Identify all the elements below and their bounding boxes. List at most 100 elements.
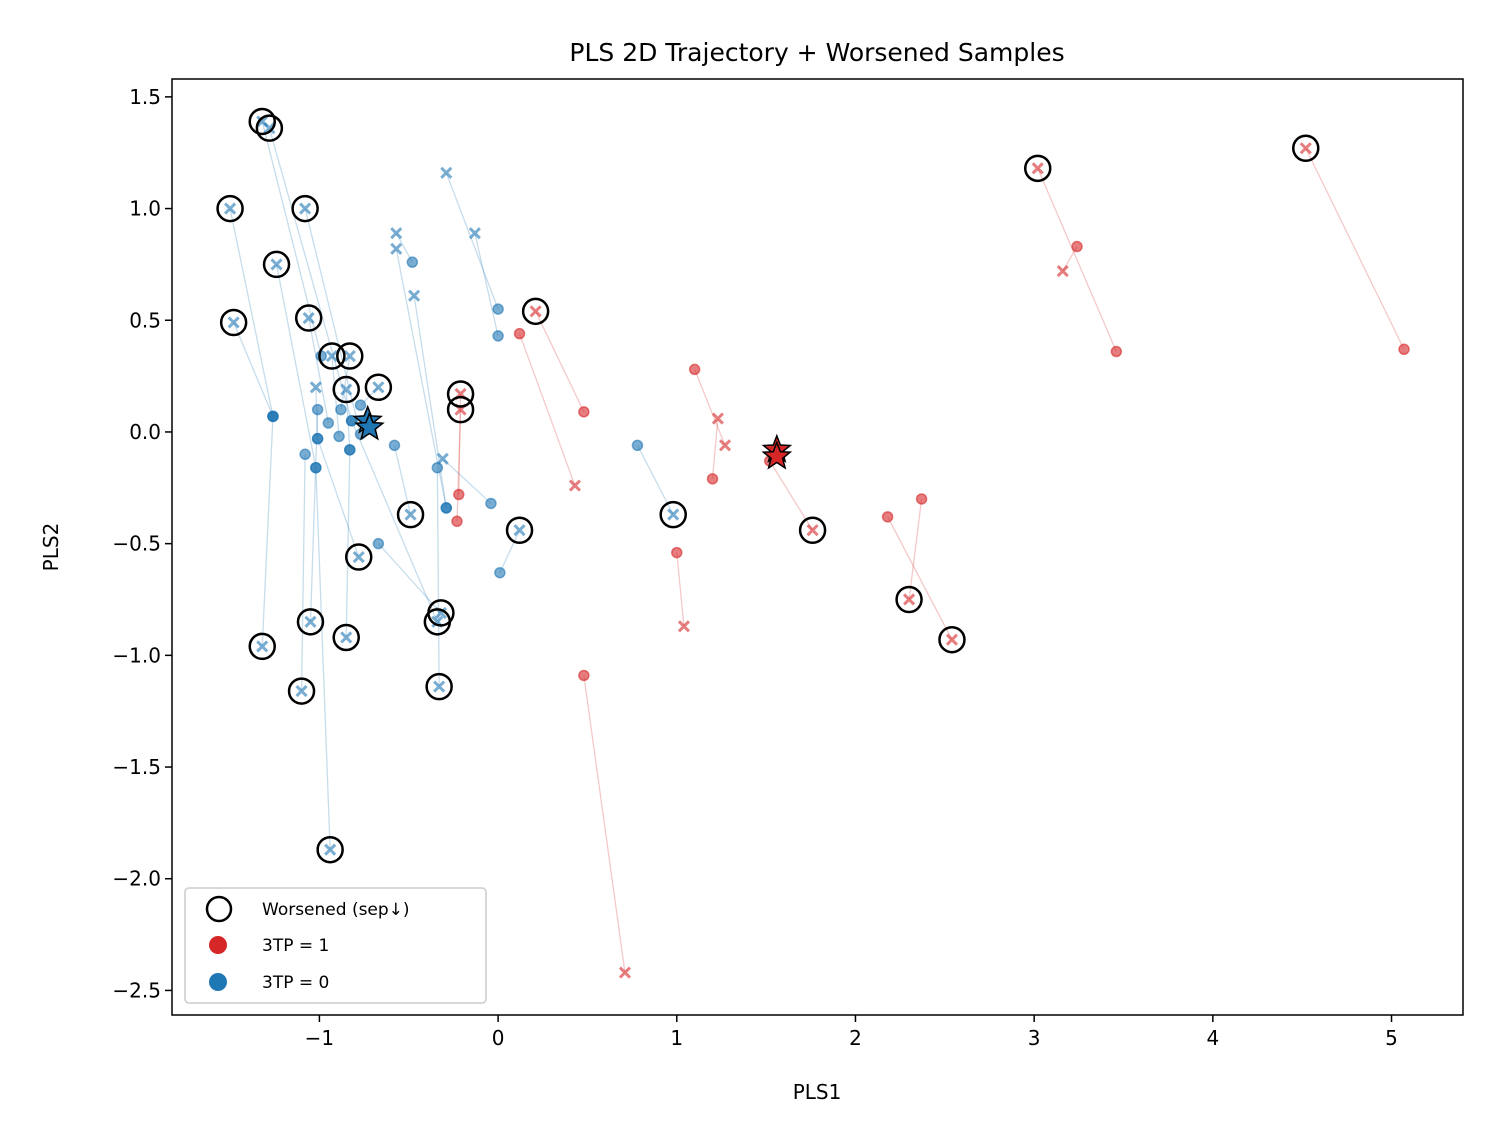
end-point-3tp0: [270, 258, 283, 271]
trajectory-line-3tp0: [229, 208, 274, 417]
y-tick-label: 1.5: [129, 85, 161, 109]
trajectory-line-3tp1: [456, 409, 462, 522]
start-point-3tp1: [1398, 343, 1410, 356]
trajectory-line-3tp0: [261, 416, 274, 647]
x-tick-label: 3: [1028, 1026, 1041, 1050]
trajectory-line-3tp0: [315, 467, 331, 850]
legend-3tp1-marker: [209, 936, 227, 954]
trajectory-line-3tp0: [268, 127, 353, 421]
start-point-3tp0: [335, 403, 347, 416]
worsened-ring: [248, 107, 276, 136]
worsened-ring: [255, 114, 284, 142]
end-point-3tp0: [295, 685, 308, 698]
start-point-3tp0: [494, 566, 506, 579]
start-point-3tp0: [311, 432, 324, 445]
worsened-ring: [219, 308, 248, 337]
end-point-3tp1: [1031, 162, 1044, 175]
y-tick-label: 0.5: [129, 308, 161, 332]
x-tick-label: −1: [305, 1026, 334, 1050]
worsened-ring: [396, 500, 425, 529]
y-tick-label: −0.5: [112, 532, 161, 556]
end-point-3tp0: [299, 202, 312, 215]
end-point-3tp0: [352, 550, 365, 564]
trajectory-line-3tp0: [377, 543, 442, 614]
end-point-3tp0: [408, 289, 421, 302]
trajectory-lines: [229, 121, 1405, 973]
worsened-ring: [344, 543, 373, 571]
trajectory-line-3tp0: [309, 409, 319, 622]
start-point-3tp0: [310, 461, 322, 474]
start-point-3tp0: [372, 537, 385, 550]
end-point-3tp1: [618, 966, 632, 979]
trajectory-line-3tp0: [436, 467, 440, 687]
trajectory-line-3tp0: [275, 264, 317, 468]
worsened-ring: [318, 342, 346, 370]
trajectory-line-3tp1: [535, 311, 585, 413]
start-point-3tp1: [881, 511, 894, 523]
end-point-3tp0: [372, 381, 385, 394]
end-point-3tp1: [529, 305, 542, 318]
worsened-ring: [332, 623, 360, 652]
worsened-ring: [425, 672, 453, 701]
start-point-3tp0: [267, 410, 279, 423]
start-point-3tp0: [631, 439, 644, 452]
worsened-ring: [332, 375, 360, 404]
start-point-3tp0: [333, 430, 345, 443]
y-tick-label: −2.5: [112, 978, 161, 1002]
x-tick-label: 5: [1385, 1026, 1398, 1050]
mean-star-3tp1: [761, 440, 793, 470]
end-point-3tp0: [256, 640, 269, 653]
trajectory-line-3tp1: [908, 498, 923, 600]
trajectory-line-3tp0: [233, 322, 274, 417]
end-point-3tp0: [340, 383, 353, 396]
start-point-3tp0: [311, 403, 324, 416]
start-point-3tp0: [431, 461, 444, 474]
end-point-3tp0: [309, 381, 322, 394]
end-point-3tp1: [568, 479, 581, 492]
trajectory-line-3tp0: [317, 438, 360, 558]
worsened-ring: [446, 380, 475, 408]
y-tick-label: −2.0: [112, 867, 161, 891]
end-point-3tp0: [404, 508, 417, 521]
chart-title: PLS 2D Trajectory + Worsened Samples: [569, 38, 1064, 67]
legend: Worsened (sep↓) 3TP = 1 3TP = 0: [184, 887, 487, 1004]
worsened-ring: [521, 297, 550, 326]
mean-star-3tp0: [354, 411, 385, 441]
end-point-3tp1: [1056, 265, 1069, 278]
worsened-ring: [659, 500, 687, 529]
end-point-3tp0: [436, 452, 449, 465]
start-point-3tp1: [1071, 240, 1083, 253]
worsened-ring: [938, 625, 966, 654]
worsened-ring: [336, 342, 364, 370]
start-point-3tp1: [688, 363, 701, 376]
end-point-3tp0: [667, 508, 680, 521]
end-point-3tp0: [325, 349, 338, 363]
y-axis-label: PLS2: [39, 523, 63, 572]
start-point-3tp0: [485, 497, 497, 510]
trajectory-line-3tp0: [308, 317, 329, 424]
trajectory-line-3tp0: [300, 454, 306, 692]
worsened-ring: [1292, 134, 1320, 163]
start-point-3tp1: [453, 488, 465, 501]
end-point-3tp0: [304, 615, 317, 628]
trajectory-line-3tp0: [345, 449, 351, 638]
end-point-3tp0: [263, 122, 276, 135]
worsened-ring: [216, 194, 244, 223]
worsened-ring: [446, 395, 475, 424]
trajectory-line-3tp0: [499, 529, 521, 573]
axis-ticks: −1 0 1 2 3 4 5 1.5 1.0 0.5 0.0 −0.5 −1.0 −1.5 −2.0 −2.5: [112, 85, 1397, 1050]
start-point-3tp0: [406, 256, 419, 268]
start-point-3tp1: [915, 493, 928, 505]
start-point-3tp0: [345, 415, 358, 427]
end-point-3tp1: [677, 620, 690, 633]
end-point-3tp0: [390, 242, 403, 255]
start-point-3tp1: [671, 546, 683, 559]
x-tick-label: 4: [1206, 1026, 1219, 1050]
worsened-ring: [505, 516, 534, 544]
legend-box: [184, 887, 487, 1004]
plot-area: [216, 107, 1410, 979]
x-tick-label: 0: [492, 1026, 505, 1050]
trajectory-points: [224, 115, 1410, 979]
end-point-3tp1: [1299, 142, 1312, 155]
